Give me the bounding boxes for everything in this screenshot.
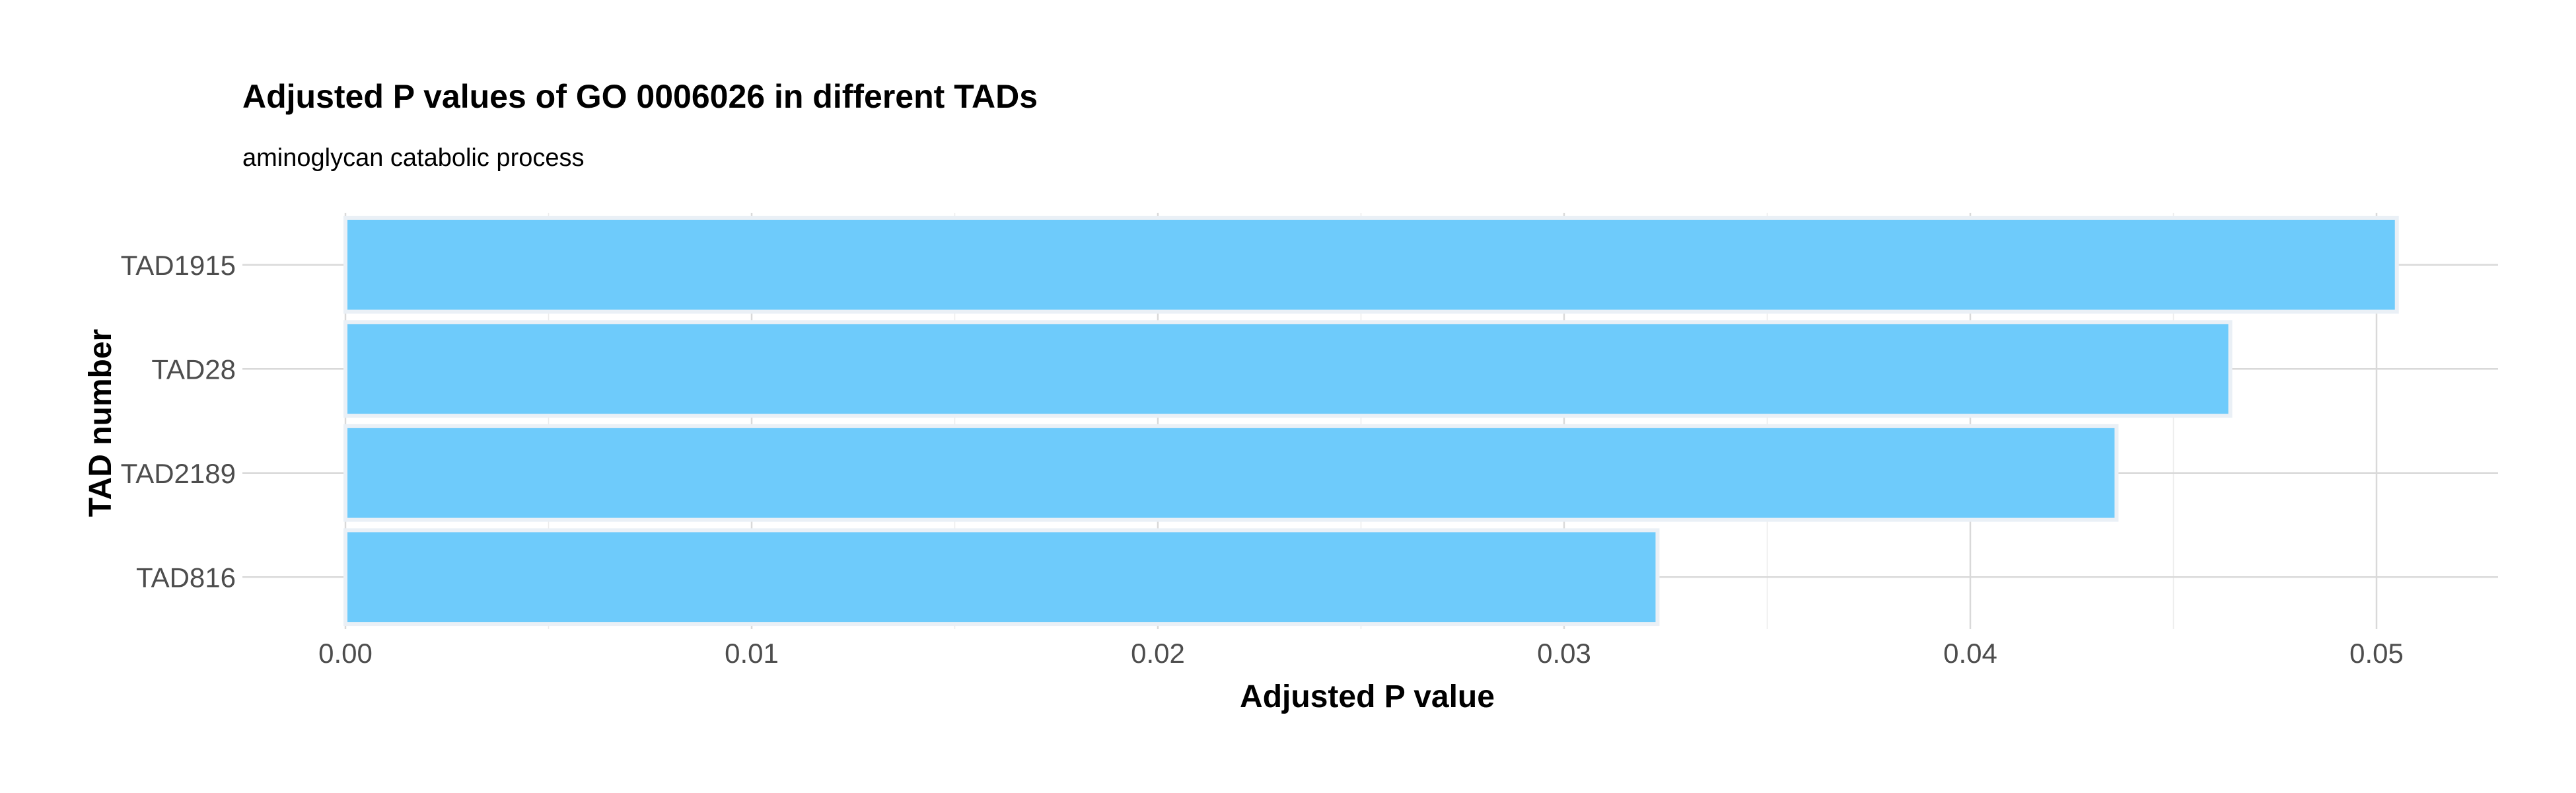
chart-subtitle: aminoglycan catabolic process <box>242 144 585 172</box>
bar-tad1915 <box>343 215 2399 314</box>
y-tick-label: TAD28 <box>151 354 236 385</box>
y-tick-label: TAD1915 <box>121 250 236 281</box>
x-tick-label: 0.05 <box>2349 638 2404 669</box>
bar-tad2189 <box>343 424 2119 522</box>
bar-tad816 <box>343 528 1660 626</box>
bar-tad28 <box>343 320 2233 418</box>
x-tick-label: 0.02 <box>1131 638 1185 669</box>
x-tick-label: 0.01 <box>725 638 779 669</box>
x-tick-label: 0.00 <box>318 638 373 669</box>
tick-labels: 0.00 0.01 0.02 0.03 0.04 0.05 TAD1915 TAD28 TAD2… <box>121 250 2404 669</box>
y-tick-label: TAD816 <box>136 562 236 593</box>
x-tick-label: 0.04 <box>1943 638 1997 669</box>
chart-title: Adjusted P values of GO 0006026 in diffe… <box>242 78 1038 115</box>
x-tick-label: 0.03 <box>1537 638 1591 669</box>
bars <box>343 215 2399 626</box>
x-axis-title: Adjusted P value <box>1240 679 1495 714</box>
y-axis-title: TAD number <box>83 329 118 517</box>
y-tick-label: TAD2189 <box>121 458 236 489</box>
